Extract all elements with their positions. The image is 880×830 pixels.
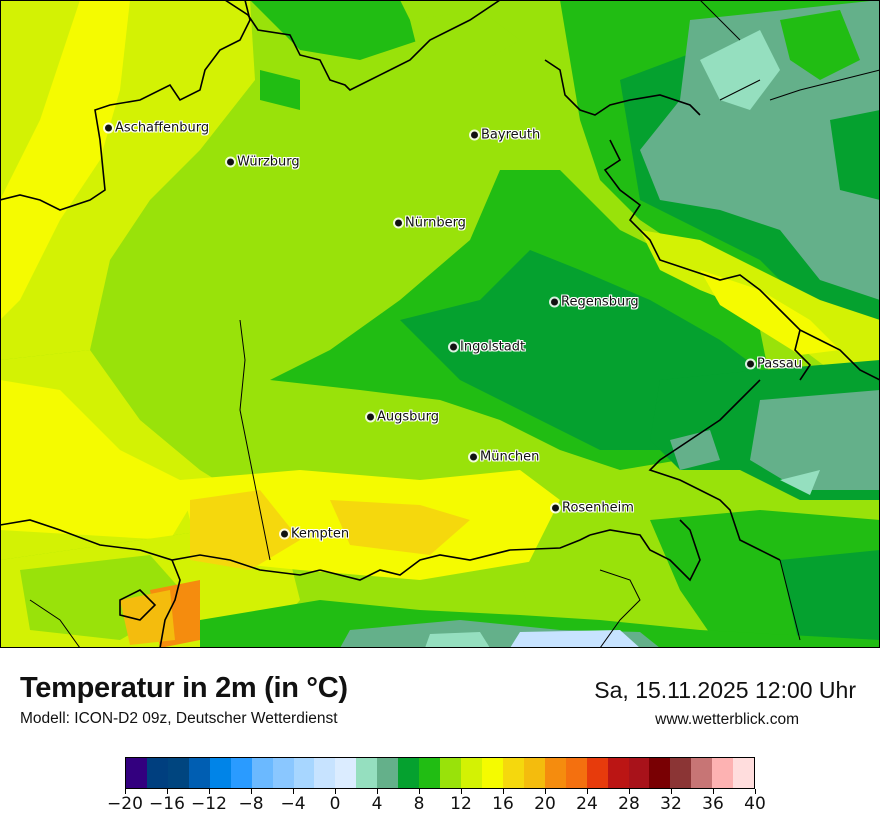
city-passau: Passau: [747, 357, 802, 372]
city-regensburg: Regensburg: [551, 295, 639, 310]
district-lines: [29, 0, 880, 648]
colorbar-tick-label: 40: [744, 794, 766, 814]
colorbar-tick-label: −8: [238, 794, 264, 814]
colorbar-segment: [461, 758, 482, 788]
colorbar-tick-label: 12: [450, 794, 472, 814]
colorbar-segment: [188, 758, 210, 788]
colorbar-tick-label: 20: [534, 794, 556, 814]
city-marker-icon: [105, 124, 112, 132]
colorbar-segment: [356, 758, 378, 788]
colorbar-tick: [292, 789, 294, 794]
colorbar-segment: [377, 758, 399, 788]
colorbar-tick: [754, 789, 756, 794]
colorbar-segment: [167, 758, 189, 788]
city-rosenheim: Rosenheim: [552, 501, 634, 516]
city-muenchen: München: [470, 450, 539, 465]
colorbar-segment: [293, 758, 315, 788]
colorbar-tick: [208, 789, 210, 794]
colorbar-segment: [712, 758, 734, 788]
colorbar-segment: [398, 758, 420, 788]
colorbar-tick-label: 28: [618, 794, 640, 814]
city-marker-icon: [395, 219, 402, 227]
colorbar-tick: [628, 789, 630, 794]
colorbar-segment: [419, 758, 441, 788]
city-bayreuth: Bayreuth: [471, 128, 540, 143]
colorbar-segment: [733, 758, 755, 788]
colorbar-segment: [670, 758, 692, 788]
colorbar-tick: [334, 789, 336, 794]
colorbar-tick-label: −12: [191, 794, 227, 814]
colorbar-ticks: −20 −16 −12 −8 −4 0 4 8 12 16 20 24 28 32 36 40: [107, 789, 766, 819]
colorbar-segment: [502, 758, 524, 788]
city-marker-icon: [470, 453, 477, 461]
temperature-field: [0, 0, 880, 648]
colorbar-segment: [565, 758, 587, 788]
colorbar-tick-label: 24: [576, 794, 598, 814]
colorbar-tick: [586, 789, 588, 794]
city-marker-icon: [552, 504, 559, 512]
colorbar-segment: [230, 758, 252, 788]
city-marker-icon: [551, 298, 558, 306]
city-augsburg: Augsburg: [367, 410, 439, 425]
forecast-datetime: Sa, 15.11.2025 12:00 Uhr: [594, 677, 856, 703]
colorbar-tick: [124, 789, 126, 794]
city-marker-icon: [471, 131, 478, 139]
website-credit: www.wetterblick.com: [655, 711, 799, 728]
colorbar-tick-label: 36: [702, 794, 724, 814]
colorbar-tick: [502, 789, 504, 794]
colorbar-tick-label: 16: [492, 794, 514, 814]
city-kempten: Kempten: [281, 527, 349, 542]
colorbar-segment: [586, 758, 608, 788]
colorbar-segment: [691, 758, 713, 788]
colorbar-tick: [418, 789, 420, 794]
colorbar-tick: [250, 789, 252, 794]
colorbar-segment: [126, 758, 147, 788]
colorbar-tick: [670, 789, 672, 794]
colorbar-tick-label: 8: [413, 794, 425, 814]
colorbar-segment: [272, 758, 294, 788]
colorbar-segment: [209, 758, 231, 788]
colorbar-segment: [146, 758, 168, 788]
city-aschaffenburg: Aschaffenburg: [105, 121, 209, 136]
colorbar-segment: [251, 758, 273, 788]
temperature-map: Aschaffenburg Würzburg Bayreuth Nürnberg…: [0, 0, 880, 648]
colorbar-tick: [460, 789, 462, 794]
map-title: Temperatur in 2m (in °C): [20, 672, 348, 704]
colorbar-segment: [440, 758, 461, 788]
colorbar-tick: [712, 789, 714, 794]
temperature-colorbar: [125, 757, 755, 789]
colorbar-segment: [607, 758, 629, 788]
colorbar-segment: [628, 758, 650, 788]
colorbar-tick: [166, 789, 168, 794]
colorbar-segment: [523, 758, 545, 788]
colorbar-segment: [481, 758, 503, 788]
city-marker-icon: [747, 360, 754, 368]
city-ingolstadt: Ingolstadt: [450, 340, 525, 355]
colorbar-tick-label: 0: [329, 794, 341, 814]
colorbar-tick-label: −20: [107, 794, 143, 814]
colorbar-tick: [544, 789, 546, 794]
city-wuerzburg: Würzburg: [227, 155, 300, 170]
city-marker-icon: [450, 343, 457, 351]
colorbar-tick: [376, 789, 378, 794]
border-lines: [0, 0, 880, 648]
colorbar-segment: [649, 758, 671, 788]
city-nuernberg: Nürnberg: [395, 216, 466, 231]
colorbar-segment: [544, 758, 566, 788]
colorbar-tick-label: −4: [280, 794, 306, 814]
city-marker-icon: [367, 413, 374, 421]
colorbar-segment: [335, 758, 357, 788]
colorbar-tick-label: −16: [149, 794, 185, 814]
colorbar-tick-label: 4: [371, 794, 383, 814]
model-source: Modell: ICON-D2 09z, Deutscher Wetterdie…: [20, 710, 338, 727]
city-marker-icon: [281, 530, 288, 538]
colorbar-tick-label: 32: [660, 794, 682, 814]
city-marker-icon: [227, 158, 234, 166]
colorbar-segment: [314, 758, 336, 788]
